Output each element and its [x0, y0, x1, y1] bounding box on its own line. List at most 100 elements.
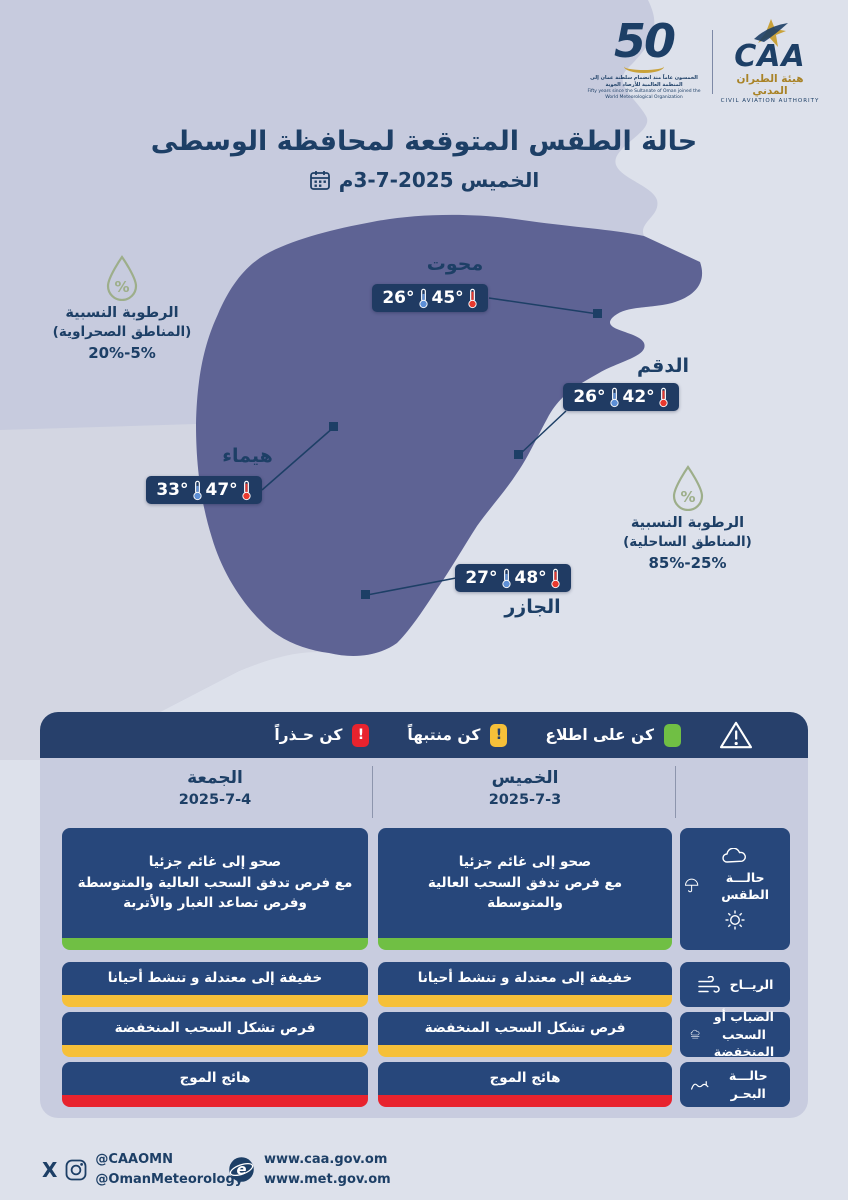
- footer: X @CAAOMN @OmanMeteorology e www.caa.gov…: [40, 1146, 808, 1196]
- row-label-text: حالـــة الطقس: [721, 869, 770, 903]
- social-block: X @CAAOMN @OmanMeteorology: [42, 1150, 243, 1189]
- thermometer-high-icon: [468, 288, 477, 308]
- thermometer-low-icon: [418, 288, 428, 308]
- cell-text: صحو إلى غائم جزئيا مع فرص تدفق السحب الع…: [378, 828, 672, 938]
- city-marker-mahout: [593, 309, 602, 318]
- cell-sea-thursday: هائج الموج: [378, 1062, 672, 1107]
- high-temp: 47°: [205, 479, 238, 500]
- city-marker-haima: [329, 422, 338, 431]
- calendar-icon: [309, 171, 330, 190]
- legend-item-informed: كن على اطلاع: [545, 723, 681, 747]
- temperature-badge-duqm: 26° 42°: [563, 383, 679, 411]
- row-label-text: حالـــة البحـر: [728, 1068, 768, 1101]
- green-level-icon: [664, 723, 681, 747]
- alert-bar-red: [62, 1095, 368, 1107]
- high-temp: 45°: [431, 287, 464, 308]
- cell-fog-thursday: فرص تشكل السحب المنخفضة: [378, 1012, 672, 1057]
- caa-star-icon: [754, 19, 788, 47]
- alert-bar-green: [378, 938, 672, 950]
- droplet-icon: %: [106, 255, 138, 301]
- cell-text: هائج الموج: [62, 1062, 368, 1095]
- cell-text: خفيفة إلى معتدلة و تنشط أحيانا: [62, 962, 368, 995]
- anniversary-caption-ar: الخمسون عاماً منذ انضمام سلطنة عمان إلى …: [590, 75, 698, 88]
- website-met: www.met.gov.om: [264, 1171, 391, 1187]
- city-marker-duqm: [514, 450, 523, 459]
- humidity-title: الرطوبة النسبية: [630, 515, 745, 531]
- city-label-jazir: الجازر: [504, 596, 561, 618]
- alert-bar-yellow: [62, 1045, 368, 1057]
- humidity-title: الرطوبة النسبية: [65, 305, 179, 321]
- forecast-date: الخميس 2025-7-3م: [338, 168, 540, 192]
- yellow-level-icon: !: [490, 723, 508, 747]
- row-label-fog: الضباب أو السحب المنخفضة: [680, 1009, 790, 1059]
- alert-bar-yellow: [378, 1045, 672, 1057]
- cell-text: هائج الموج: [378, 1062, 672, 1095]
- column-header-friday: الجمعة 2025-7-4: [62, 768, 368, 808]
- caa-name-english: CIVIL AVIATION AUTHORITY: [720, 98, 820, 104]
- city-label-mahout: محوت: [426, 253, 484, 275]
- humidity-range: 20%-5%: [88, 344, 156, 362]
- cell-wind-friday: خفيفة إلى معتدلة و تنشط أحيانا: [62, 962, 368, 1007]
- city-label-duqm: الدقم: [637, 355, 689, 377]
- cell-weather-thursday: صحو إلى غائم جزئيا مع فرص تدفق السحب الع…: [378, 828, 672, 950]
- legend-label: كن منتبهاً: [407, 726, 481, 744]
- page-title: حالة الطقس المتوقعة لمحافظة الوسطى: [150, 126, 698, 157]
- droplet-icon: %: [672, 465, 703, 511]
- cell-sea-friday: هائج الموج: [62, 1062, 368, 1107]
- caa-logo: CAA هيئة الطيران المدني CIVIL AVIATION A…: [720, 18, 820, 104]
- laurel-arc-icon: [624, 60, 664, 73]
- cloud-icon: [722, 847, 746, 863]
- x-icon: X: [42, 1157, 58, 1182]
- city-label-haima: هيماء: [222, 445, 273, 467]
- web-block: e www.caa.gov.om www.met.gov.om: [228, 1150, 391, 1189]
- thermometer-low-icon: [192, 480, 202, 500]
- forecast-table: كن على اطلاع ! كن منتبهاً ! كن حـذراً ال…: [40, 712, 808, 1118]
- cell-text: صحو إلى غائم جزئيا مع فرص تدفق السحب الع…: [62, 828, 368, 938]
- cell-weather-friday: صحو إلى غائم جزئيا مع فرص تدفق السحب الع…: [62, 828, 368, 950]
- alert-legend: كن على اطلاع ! كن منتبهاً ! كن حـذراً: [40, 712, 808, 758]
- low-temp: 33°: [156, 479, 189, 500]
- city-marker-jazir: [361, 590, 370, 599]
- logo-divider: [712, 30, 713, 94]
- umbrella-rain-icon: [685, 878, 699, 893]
- alert-bar-yellow: [62, 995, 368, 1007]
- social-handle-caa: @CAAOMN: [95, 1152, 173, 1167]
- caa-name: CAA: [734, 39, 806, 74]
- red-level-icon: !: [352, 723, 370, 747]
- humidity-desert: % الرطوبة النسبية (المناطق الصحراوية) 20…: [42, 255, 202, 362]
- row-label-sea: حالـــة البحـر: [680, 1062, 790, 1107]
- day-name: الخميس: [491, 768, 559, 788]
- cell-fog-friday: فرص تشكل السحب المنخفضة: [62, 1012, 368, 1057]
- forecast-body: الخميس 2025-7-3 الجمعة 2025-7-4 حالـــة …: [40, 758, 808, 1118]
- humidity-range: 85%-25%: [648, 554, 727, 572]
- low-temp: 27°: [465, 567, 498, 588]
- social-handle-met: @OmanMeteorology: [95, 1171, 244, 1187]
- humidity-subtitle: (المناطق الساحلية): [623, 534, 752, 550]
- anniversary-50-logo: 50 الخمسون عاماً منذ انضمام سلطنة عمان إ…: [584, 18, 704, 102]
- low-temp: 26°: [573, 386, 606, 407]
- wind-icon: [697, 975, 720, 993]
- svg-text:%: %: [114, 278, 129, 296]
- day-name: الجمعة: [187, 768, 243, 788]
- humidity-coastal: % الرطوبة النسبية (المناطق الساحلية) 85%…: [605, 465, 770, 572]
- wave-icon: [691, 1080, 709, 1090]
- column-divider: [372, 766, 373, 818]
- date-line: الخميس 2025-7-3م: [0, 168, 848, 192]
- governorate-map: [0, 0, 703, 760]
- cell-text: خفيفة إلى معتدلة و تنشط أحيانا: [378, 962, 672, 995]
- svg-text:e: e: [237, 1162, 247, 1179]
- temperature-badge-mahout: 26° 45°: [372, 284, 488, 312]
- low-temp: 26°: [382, 287, 415, 308]
- humidity-subtitle: (المناطق الصحراوية): [52, 324, 192, 340]
- day-date: 2025-7-3: [488, 792, 562, 808]
- column-header-thursday: الخميس 2025-7-3: [378, 768, 672, 808]
- sun-icon: [725, 910, 745, 929]
- warning-icon: [719, 721, 753, 749]
- caa-name-arabic: هيئة الطيران المدني: [736, 73, 804, 97]
- alert-bar-red: [378, 1095, 672, 1107]
- legend-label: كن حـذراً: [274, 726, 343, 744]
- thermometer-high-icon: [242, 480, 251, 500]
- column-divider: [675, 766, 676, 818]
- thermometer-high-icon: [551, 568, 560, 588]
